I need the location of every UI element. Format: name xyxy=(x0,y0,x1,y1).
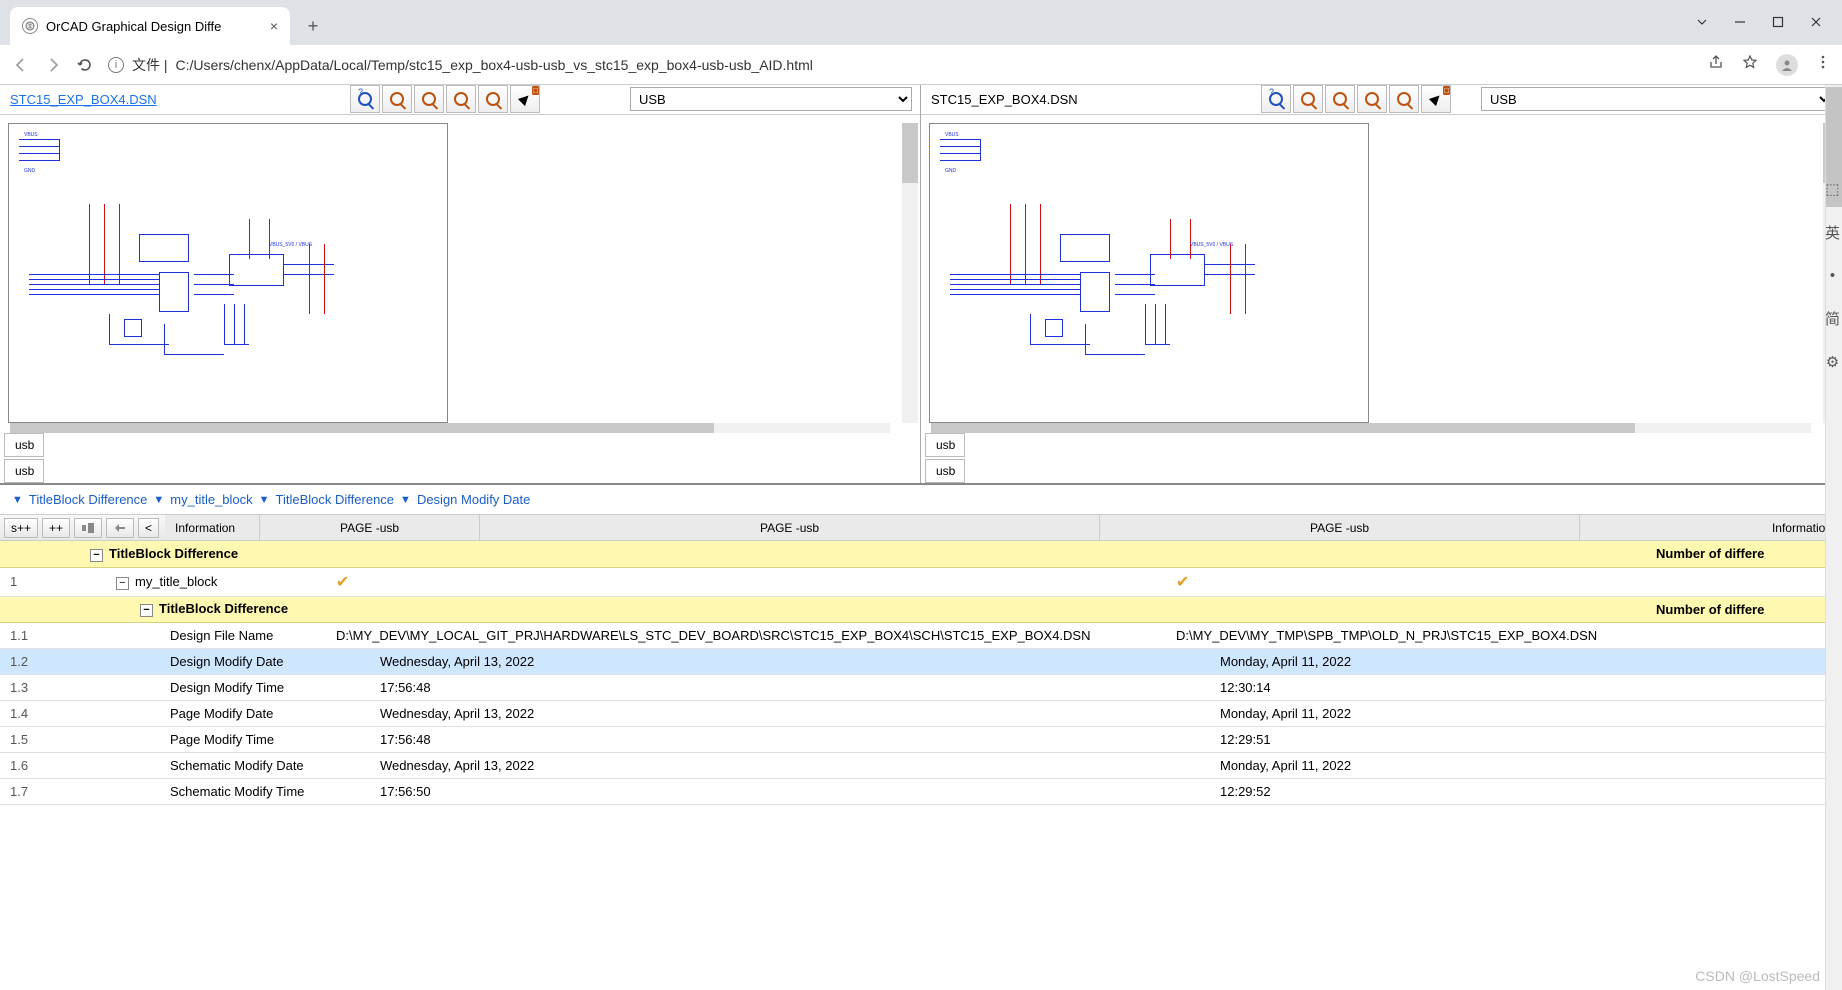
triangle-icon: ▼ xyxy=(400,494,411,506)
triangle-icon: ▼ xyxy=(12,494,23,506)
forward-icon[interactable] xyxy=(44,56,62,74)
table-row[interactable]: −TitleBlock DifferenceNumber of differe xyxy=(0,596,1842,622)
triangle-icon: ▼ xyxy=(259,494,270,506)
left-tab-usb-1[interactable]: usb xyxy=(4,433,44,457)
table-row[interactable]: 1.6Schematic Modify DateWednesday, April… xyxy=(0,752,1842,778)
left-tab-usb-2[interactable]: usb xyxy=(4,459,44,483)
help-icon[interactable]: ? xyxy=(350,85,380,113)
left-page-select[interactable]: USB xyxy=(630,87,912,111)
crumb-item[interactable]: Design Modify Date xyxy=(417,492,530,507)
right-page-select[interactable]: USB xyxy=(1481,87,1833,111)
reload-icon[interactable] xyxy=(76,56,94,74)
left-toolbar: ? + − □ xyxy=(350,85,540,113)
close-window-icon[interactable] xyxy=(1810,15,1822,31)
window-controls xyxy=(1696,15,1842,31)
check-icon: ✔ xyxy=(336,574,349,591)
browser-tab[interactable]: OrCAD Graphical Design Diffe × xyxy=(10,7,290,45)
right-pane-title: STC15_EXP_BOX4.DSN xyxy=(921,92,1088,107)
minimize-icon[interactable] xyxy=(1734,15,1746,31)
tab-title: OrCAD Graphical Design Diffe xyxy=(46,19,221,34)
profile-icon[interactable] xyxy=(1776,54,1798,76)
url-text: C:/Users/chenx/AppData/Local/Temp/stc15_… xyxy=(176,57,813,73)
table-row[interactable]: 1.4Page Modify DateWednesday, April 13, … xyxy=(0,700,1842,726)
star-icon[interactable] xyxy=(1742,54,1758,75)
collapse-icon[interactable]: − xyxy=(140,604,153,617)
globe-icon xyxy=(22,18,38,34)
tool-button[interactable] xyxy=(106,518,134,538)
maximize-icon[interactable] xyxy=(1772,15,1784,31)
zoom-fit-icon[interactable] xyxy=(1357,85,1387,113)
right-schematic[interactable]: VBUS_5V0 / VBUSVBUSGND xyxy=(929,123,1369,423)
zoom-in-icon[interactable]: + xyxy=(1293,85,1323,113)
widget-icon[interactable]: ⚙ xyxy=(1826,353,1839,371)
table-row[interactable]: 1.5Page Modify Time17:56:4812:29:51 xyxy=(0,726,1842,752)
info-icon[interactable]: i xyxy=(108,57,124,73)
zoom-out-icon[interactable]: − xyxy=(1325,85,1355,113)
menu-icon[interactable] xyxy=(1816,55,1830,74)
expand-all-button[interactable]: s++ xyxy=(4,518,38,538)
table-row[interactable]: 1.1Design File NameD:\MY_DEV\MY_LOCAL_GI… xyxy=(0,622,1842,648)
crumb-item[interactable]: my_title_block xyxy=(170,492,252,507)
back-icon[interactable] xyxy=(12,56,30,74)
table-row[interactable]: 1.3Design Modify Time17:56:4812:30:14 xyxy=(0,674,1842,700)
table-row[interactable]: 1.2Design Modify DateWednesday, April 13… xyxy=(0,648,1842,674)
tool-button[interactable] xyxy=(74,518,102,538)
zoom-region-icon[interactable]: □ xyxy=(1389,85,1419,113)
triangle-icon: ▼ xyxy=(153,494,164,506)
breadcrumb: ▼ TitleBlock Difference ▼ my_title_block… xyxy=(0,485,1842,515)
widget-icon[interactable]: 简 xyxy=(1825,308,1840,329)
col-page3: PAGE -usb xyxy=(1100,515,1580,540)
crumb-item[interactable]: TitleBlock Difference xyxy=(29,492,148,507)
col-page1: PAGE -usb xyxy=(260,515,480,540)
table-row[interactable]: 1.7Schematic Modify Time17:56:5012:29:52 xyxy=(0,778,1842,804)
zoom-fit-icon[interactable] xyxy=(446,85,476,113)
chevron-down-icon[interactable] xyxy=(1696,15,1708,31)
diff-table: −TitleBlock DifferenceNumber of differe1… xyxy=(0,541,1842,805)
address-bar: i 文件 | C:/Users/chenx/AppData/Local/Temp… xyxy=(0,45,1842,85)
table-row[interactable]: 1−my_title_block✔✔ xyxy=(0,567,1842,596)
crumb-item[interactable]: TitleBlock Difference xyxy=(276,492,395,507)
zoom-region-icon[interactable]: □ xyxy=(478,85,508,113)
back-button[interactable]: < xyxy=(138,518,159,538)
url-box[interactable]: i 文件 | C:/Users/chenx/AppData/Local/Temp… xyxy=(108,55,1694,75)
share-icon[interactable] xyxy=(1708,54,1724,75)
left-schematic[interactable]: VBUS_5V0 / VBUSVBUSGND xyxy=(8,123,448,423)
left-pane: STC15_EXP_BOX4.DSN ? + − □ USB VBUS_5V0 … xyxy=(0,85,921,483)
col-info: Information xyxy=(165,515,260,540)
close-icon[interactable]: × xyxy=(270,18,278,34)
widget-icon[interactable]: ⬚ xyxy=(1825,180,1839,198)
right-pane: STC15_EXP_BOX4.DSN ? + − □ USB VBUS_5V0 … xyxy=(921,85,1842,483)
browser-tab-strip: OrCAD Graphical Design Diffe × + xyxy=(0,0,1842,45)
right-tab-usb-2[interactable]: usb xyxy=(925,459,965,483)
table-toolbar: s++ ++ < Information PAGE -usb PAGE -usb… xyxy=(0,515,1842,541)
col-page2: PAGE -usb xyxy=(480,515,1100,540)
help-icon[interactable]: ? xyxy=(1261,85,1291,113)
zoom-out-icon[interactable]: − xyxy=(414,85,444,113)
right-tab-usb-1[interactable]: usb xyxy=(925,433,965,457)
watermark: CSDN @LostSpeed xyxy=(1695,968,1820,984)
widget-icon[interactable]: 英 xyxy=(1825,222,1840,243)
table-row[interactable]: −TitleBlock DifferenceNumber of differe xyxy=(0,541,1842,567)
left-pane-title[interactable]: STC15_EXP_BOX4.DSN xyxy=(0,92,167,107)
zoom-in-icon[interactable]: + xyxy=(382,85,412,113)
new-tab-button[interactable]: + xyxy=(298,11,328,41)
collapse-icon[interactable]: − xyxy=(90,549,103,562)
widget-icon[interactable]: • xyxy=(1830,267,1835,284)
right-toolbar: ? + − □ xyxy=(1261,85,1451,113)
check-icon: ✔ xyxy=(1176,574,1189,591)
url-prefix: 文件 | xyxy=(132,55,168,75)
collapse-icon[interactable]: − xyxy=(116,577,129,590)
collapse-all-button[interactable]: ++ xyxy=(42,518,70,538)
col-info2: Information xyxy=(1580,515,1842,540)
sidebar-widgets: ⬚ 英 • 简 ⚙ xyxy=(1825,180,1840,371)
left-vscroll[interactable] xyxy=(902,123,918,423)
compare-row: STC15_EXP_BOX4.DSN ? + − □ USB VBUS_5V0 … xyxy=(0,85,1842,485)
